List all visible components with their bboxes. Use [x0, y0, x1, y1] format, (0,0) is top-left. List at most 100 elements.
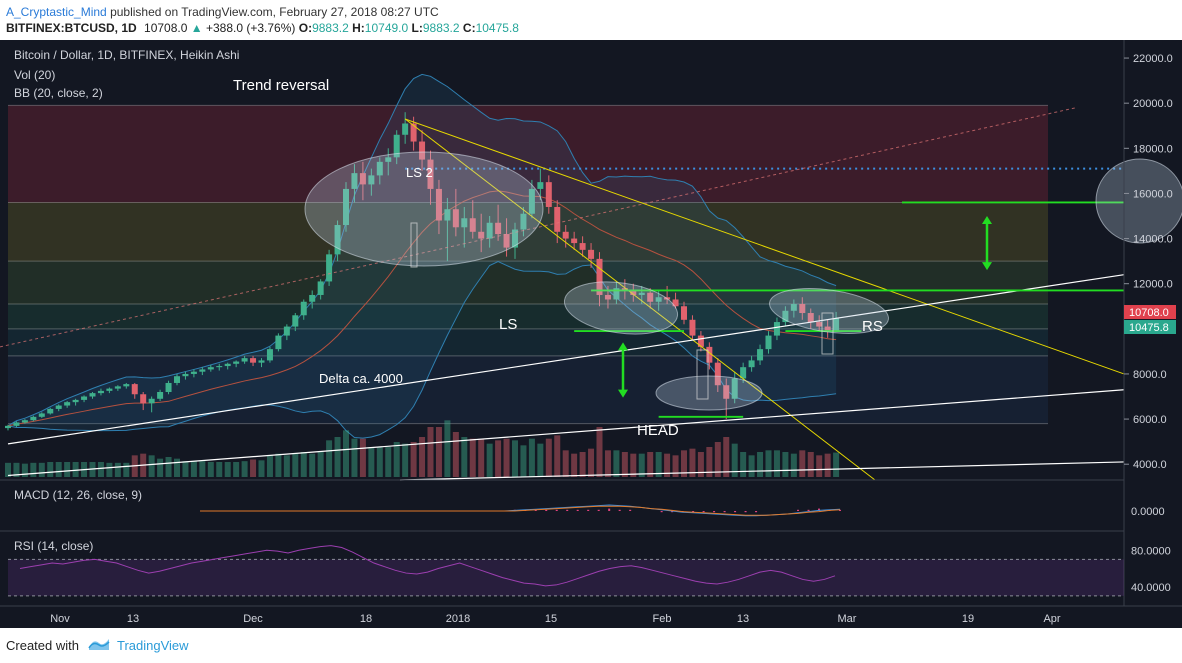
volume-bar — [258, 460, 265, 477]
candle-body — [655, 297, 662, 302]
volume-bar — [579, 452, 586, 477]
volume-bar — [655, 452, 662, 477]
volume-bar — [106, 462, 113, 477]
volume-bar — [114, 462, 121, 477]
candle-body — [714, 362, 721, 386]
volume-bar — [697, 452, 704, 477]
volume-bar — [199, 461, 206, 477]
volume-bar — [5, 462, 11, 477]
volume-bar — [190, 461, 197, 477]
tradingview-brand-link[interactable]: TradingView — [117, 638, 189, 653]
volume-bar — [545, 438, 552, 477]
created-with-label: Created with — [6, 638, 79, 653]
fib-band — [8, 304, 1048, 329]
price-tick-label: 20000.0 — [1133, 98, 1173, 110]
volume-bar — [266, 455, 273, 477]
volume-bar — [740, 452, 747, 477]
candle-body — [89, 393, 96, 397]
last-price-tag — [1124, 305, 1176, 319]
fib-band — [8, 355, 1048, 424]
volume-bar — [224, 462, 231, 477]
time-tick-label: 18 — [360, 613, 372, 625]
candle-body — [292, 315, 299, 327]
white-rising-line-middle — [7, 389, 1125, 477]
bollinger-lower — [7, 260, 837, 439]
time-tick-label: Nov — [50, 613, 70, 625]
volume-bar — [385, 447, 392, 477]
time-tick-label: 15 — [545, 613, 557, 625]
volume-bar — [588, 448, 595, 477]
candle-body — [790, 304, 797, 311]
volume-bar — [38, 462, 45, 477]
volume-bar — [613, 450, 620, 477]
volume-bar — [478, 438, 485, 477]
candle-body — [359, 173, 366, 185]
volume-bar — [773, 450, 780, 477]
price-tick-label: 12000.0 — [1133, 279, 1173, 291]
volume-bar — [300, 452, 307, 477]
volume-bar — [638, 453, 645, 477]
volume-bar — [165, 457, 172, 477]
annotation-ls: LS — [499, 316, 517, 333]
candle-body — [97, 390, 104, 394]
volume-bar — [174, 458, 180, 477]
change-value: +388.0 (+3.76%) — [205, 21, 296, 35]
volume-bar — [672, 455, 679, 477]
up-arrow-icon: ▲ — [190, 21, 203, 35]
candle-body — [731, 378, 738, 399]
candle-body — [689, 319, 696, 336]
candle-body — [309, 294, 316, 302]
tradingview-logo-icon[interactable] — [88, 636, 110, 652]
candle-body — [697, 335, 704, 347]
volume-bar — [309, 453, 316, 477]
candle-body — [402, 123, 409, 135]
volume-bar — [528, 438, 535, 477]
rsi-tick-label: 40.0000 — [1131, 582, 1171, 594]
last-price: 10708.0 — [144, 21, 188, 35]
volume-bar — [241, 461, 248, 477]
volume-bar — [334, 437, 341, 477]
volume-bar — [520, 445, 527, 477]
candle-body — [579, 243, 586, 250]
chart-svg[interactable]: 4000.06000.08000.010000.012000.014000.01… — [0, 40, 1182, 628]
price-tick-label: 16000.0 — [1133, 188, 1173, 200]
candle-body — [495, 222, 502, 235]
volume-bar — [148, 455, 155, 477]
price-tick-label: 14000.0 — [1133, 234, 1173, 246]
author-link[interactable]: A_Cryptastic_Mind — [6, 5, 107, 19]
candle-body — [807, 313, 814, 323]
candle-body — [55, 405, 62, 409]
candle-body — [419, 141, 426, 160]
candle-body — [833, 318, 840, 332]
close-value: 10475.8 — [475, 21, 519, 35]
time-axis[interactable]: Nov 13 Dec 18 2018 15 Feb 13 Mar 19 Apr — [50, 613, 1061, 625]
rsi-pane: 40.0000 80.0000 — [8, 545, 1171, 597]
annotation-ls2: LS 2 — [406, 165, 433, 180]
candle-body — [334, 225, 341, 255]
candle-body — [647, 292, 654, 302]
candles — [5, 112, 840, 431]
volume-bar — [21, 463, 28, 477]
low-value: 9883.2 — [422, 21, 460, 35]
candle-body — [376, 161, 383, 176]
fib-band — [8, 261, 1048, 304]
candle-body — [486, 222, 493, 239]
volume-bar — [343, 430, 349, 477]
fib-band — [8, 328, 1048, 356]
legend-bollinger: BB (20, close, 2) — [14, 86, 103, 100]
chart-area[interactable]: 4000.06000.08000.010000.012000.014000.01… — [0, 40, 1182, 628]
measure-arrow-right-head-down — [982, 262, 992, 271]
volume-bar — [123, 462, 130, 477]
annotation-rs: RS — [862, 318, 883, 335]
volume-bar — [427, 427, 434, 477]
candle-body — [469, 218, 476, 232]
candle-body — [824, 326, 831, 332]
candle-body — [757, 349, 764, 361]
candle-body — [199, 369, 206, 372]
volume-bar — [706, 447, 713, 477]
candle-body — [47, 408, 54, 414]
volume-bar — [723, 437, 730, 477]
candle-body — [503, 234, 510, 248]
candle-body — [385, 157, 392, 162]
close-label: C: — [462, 21, 476, 35]
